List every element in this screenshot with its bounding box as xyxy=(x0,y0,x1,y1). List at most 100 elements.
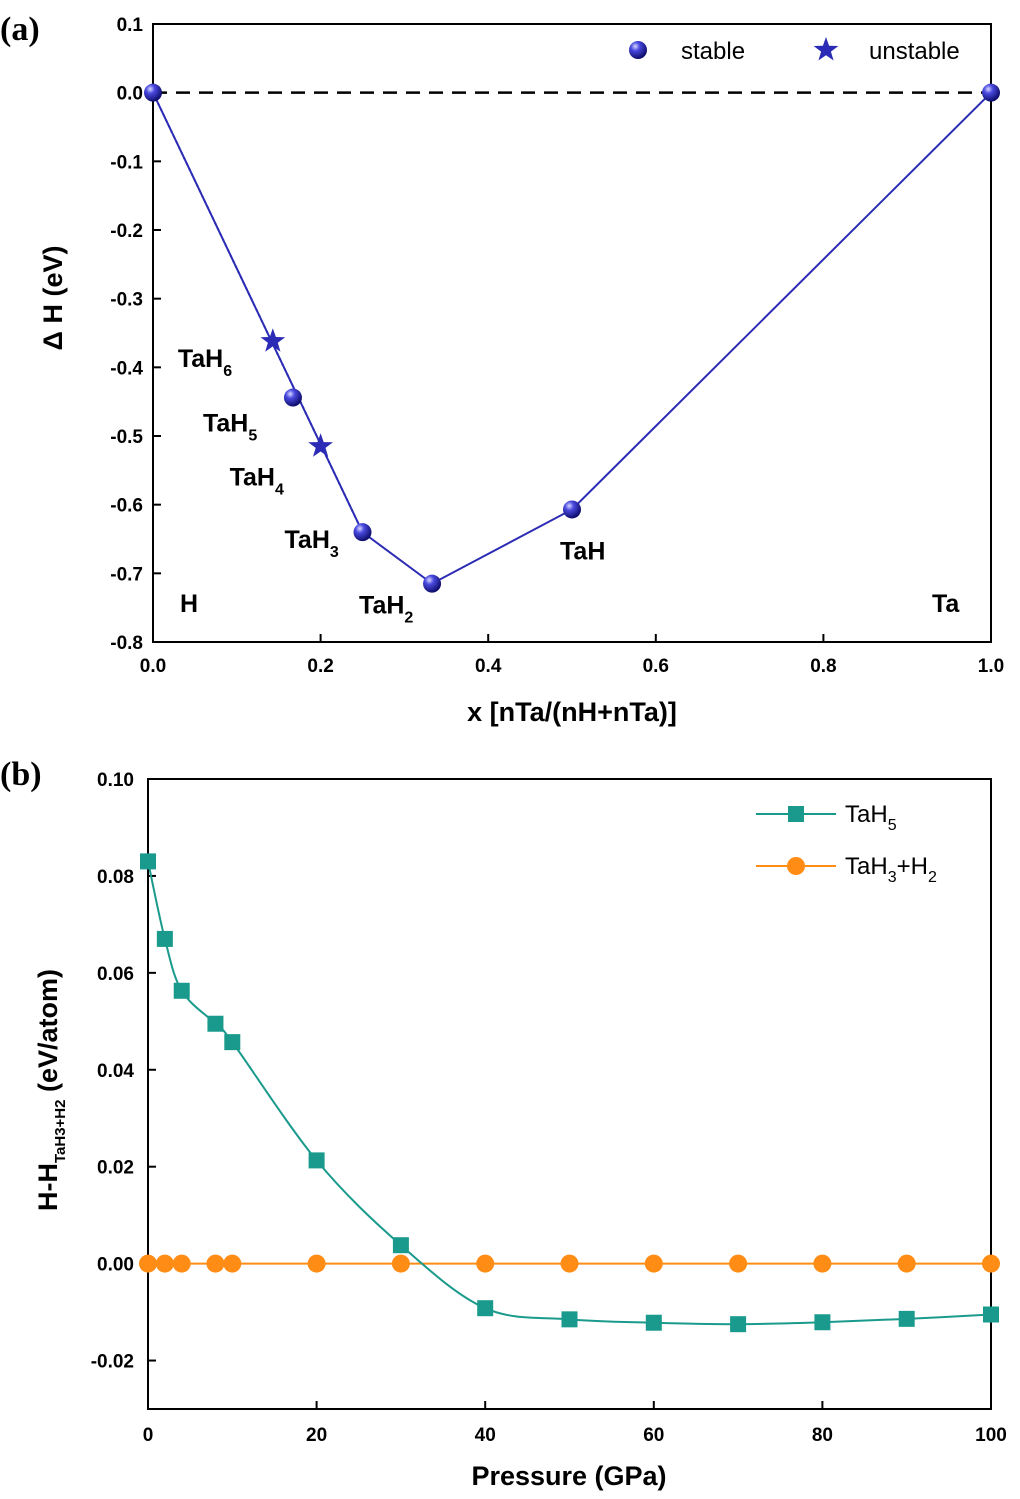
legend-tah3h2-label: TaH3+H2 xyxy=(845,853,937,886)
y-tick-label: 0.00 xyxy=(97,1255,134,1276)
legend-tah5-marker xyxy=(788,806,804,822)
point-label: TaH2 xyxy=(359,592,413,627)
point-label-subscript: 6 xyxy=(223,363,232,380)
panel-b-y-label: H-HTaH3+H2 (eV/atom) xyxy=(33,969,69,1211)
x-tick-label: 0 xyxy=(143,1425,154,1446)
panel-b-series xyxy=(139,853,1000,1333)
stable-point xyxy=(423,574,442,593)
y-tick-label: 0.02 xyxy=(97,1158,134,1179)
panel-a-tag: (a) xyxy=(0,11,40,48)
data-point xyxy=(476,1254,495,1273)
data-point xyxy=(308,1152,325,1169)
y-tick-label: -0.02 xyxy=(91,1352,134,1373)
x-tick-label: 20 xyxy=(306,1425,327,1446)
point-label-text: TaH xyxy=(178,345,223,373)
unstable-point xyxy=(308,433,333,457)
y-tick-label: -0.2 xyxy=(110,221,143,242)
x-tick-label: 1.0 xyxy=(978,656,1004,677)
series-tah5 xyxy=(140,853,999,1333)
stable-point xyxy=(563,500,581,519)
data-point xyxy=(897,1254,916,1273)
y-tick-label: -0.3 xyxy=(110,290,143,311)
data-point xyxy=(730,1316,747,1333)
unstable-point xyxy=(260,328,286,352)
series-tah3-h2 xyxy=(139,1254,1000,1273)
data-point xyxy=(814,1314,831,1331)
x-tick-label: 60 xyxy=(643,1425,664,1446)
y-tick-label: 0.06 xyxy=(97,964,134,985)
data-point xyxy=(155,1254,174,1273)
x-tick-label: 80 xyxy=(812,1425,833,1446)
point-label-text: TaH xyxy=(359,592,404,620)
data-point xyxy=(477,1300,494,1317)
point-label-text: TaH xyxy=(560,537,605,565)
panel-b-legend: TaH5 TaH3+H2 xyxy=(756,801,937,886)
data-point xyxy=(813,1254,832,1273)
point-label-text: TaH xyxy=(230,463,275,491)
panel-a-y-label: Δ H (eV) xyxy=(38,246,68,351)
stable-point xyxy=(283,388,302,407)
x-tick-label: 40 xyxy=(475,1425,496,1446)
panel-a: (a) 0.0 0.2 0.4 0.6 0.8 1.0 0.1 0.0 -0.1 -0.2 -0.3… xyxy=(0,11,1004,727)
x-tick-label: 0.4 xyxy=(475,656,502,677)
data-point xyxy=(645,1314,662,1331)
point-label: Ta xyxy=(932,590,960,618)
data-point xyxy=(982,1254,1000,1273)
y-tick-label: -0.1 xyxy=(110,152,143,173)
point-label: TaH6 xyxy=(178,345,232,380)
legend-unstable-label: unstable xyxy=(869,38,960,65)
legend-tah3h2-marker xyxy=(787,857,805,875)
legend-tah5-label: TaH5 xyxy=(845,801,897,834)
x-tick-label: 0.0 xyxy=(140,656,166,677)
y-tick-label: -0.8 xyxy=(110,633,143,654)
y-tick-label: 0.08 xyxy=(97,867,134,888)
point-label-text: TaH xyxy=(203,410,248,438)
data-point xyxy=(173,982,190,999)
data-point xyxy=(644,1254,663,1273)
point-label: TaH xyxy=(560,537,605,565)
legend-unstable-marker xyxy=(813,37,839,61)
data-point xyxy=(156,930,173,947)
y-tick-label: 0.04 xyxy=(97,1061,134,1082)
x-tick-label: 0.8 xyxy=(810,656,836,677)
y-tick-label: -0.4 xyxy=(110,358,143,379)
data-point xyxy=(224,1034,241,1051)
y-tick-label: 0.1 xyxy=(117,15,144,36)
panel-b-tag: (b) xyxy=(0,756,42,793)
panel-b-axes: 0 20 40 60 80 100 0.10 0.08 0.06 0.04 0.02 0.00 -0.0… xyxy=(91,770,1007,1446)
legend-stable-marker xyxy=(629,41,647,59)
data-point xyxy=(561,1311,578,1328)
point-label: H xyxy=(180,590,198,618)
panel-b-x-label: Pressure (GPa) xyxy=(471,1461,666,1491)
panel-b-frame xyxy=(147,778,992,1410)
data-point xyxy=(983,1306,999,1323)
data-point xyxy=(172,1254,191,1273)
point-label-subscript: 3 xyxy=(330,544,339,561)
y-tick-label: -0.6 xyxy=(110,496,143,517)
point-label: TaH5 xyxy=(203,410,257,445)
panel-a-frame xyxy=(152,23,992,643)
data-point xyxy=(392,1237,409,1254)
legend-stable-label: stable xyxy=(681,38,745,65)
point-label: TaH3 xyxy=(285,526,339,561)
y-tick-label: -0.5 xyxy=(110,427,143,448)
data-point xyxy=(307,1254,326,1273)
point-label-text: H xyxy=(180,590,198,618)
point-label: TaH4 xyxy=(230,463,284,498)
point-label-text: TaH xyxy=(285,526,330,554)
y-tick-label: -0.7 xyxy=(110,564,143,585)
data-point xyxy=(729,1254,748,1273)
y-tick-label: 0.0 xyxy=(117,84,143,105)
panel-a-x-label: x [nTa/(nH+nTa)] xyxy=(467,697,677,727)
x-tick-label: 0.6 xyxy=(643,656,669,677)
data-point xyxy=(139,1254,157,1273)
point-label-subscript: 4 xyxy=(275,481,284,498)
data-point xyxy=(223,1254,242,1273)
data-point xyxy=(391,1254,410,1273)
stable-point xyxy=(982,83,1000,102)
data-point xyxy=(560,1254,579,1273)
data-point xyxy=(140,853,156,870)
point-label-subscript: 5 xyxy=(248,428,257,445)
